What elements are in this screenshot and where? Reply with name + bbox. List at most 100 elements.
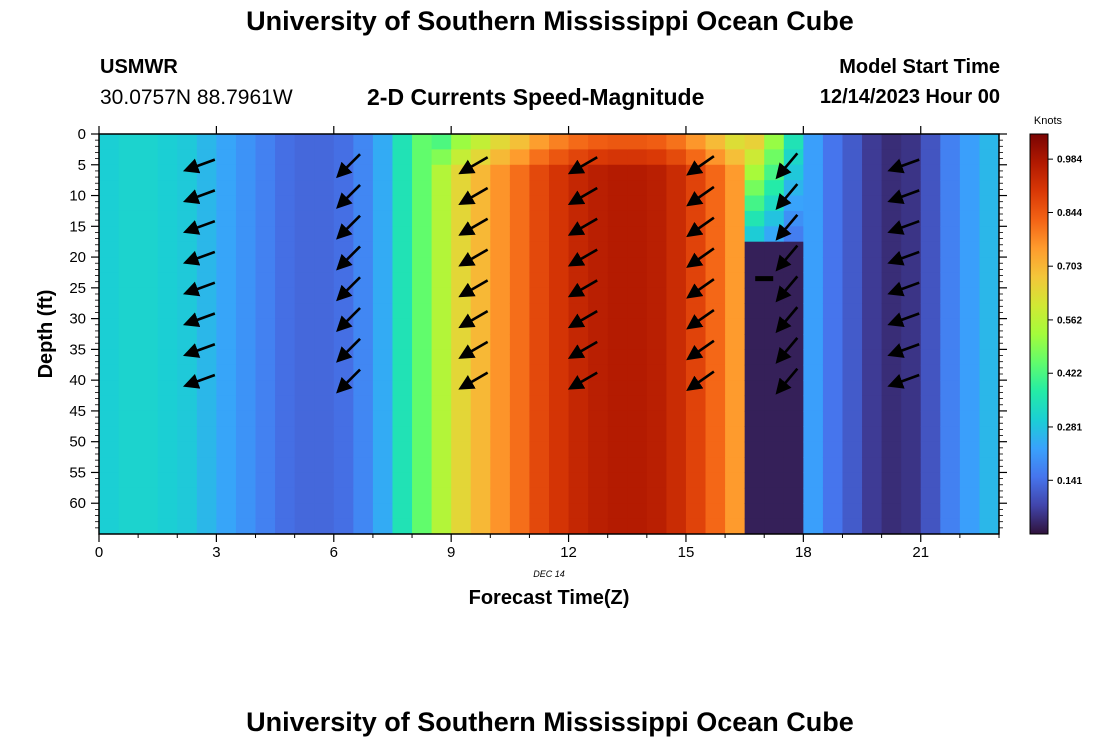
heatmap-cell — [216, 457, 237, 474]
heatmap-cell — [509, 241, 531, 258]
heatmap-cell — [216, 410, 237, 427]
current-arrow — [775, 306, 799, 334]
heatmap-cell — [235, 241, 257, 258]
heatmap-cell — [725, 287, 746, 304]
heatmap-cell — [255, 303, 276, 320]
heatmap-cell — [979, 426, 999, 443]
heatmap-cell — [549, 426, 570, 443]
heatmap-cell — [568, 441, 589, 458]
x-tick-label: 3 — [212, 544, 220, 561]
heatmap-cell — [705, 134, 726, 150]
heatmap-cell — [490, 195, 511, 212]
heatmap-cell — [509, 410, 531, 427]
heatmap-cell — [822, 241, 844, 258]
heatmap-cell — [627, 472, 648, 489]
heatmap-cell — [392, 241, 413, 258]
heatmap-cell — [901, 349, 922, 366]
heatmap-cell — [529, 287, 550, 304]
heatmap-cell — [314, 164, 335, 181]
heatmap-cell — [685, 518, 707, 534]
current-arrow — [887, 373, 920, 389]
heatmap-cell — [705, 195, 726, 212]
heatmap-cell — [822, 410, 844, 427]
heatmap-cell — [588, 226, 609, 243]
heatmap-cell — [862, 395, 883, 412]
heatmap-cell — [333, 395, 354, 412]
heatmap-cell — [431, 226, 452, 243]
heatmap-cell — [118, 226, 139, 243]
heatmap-cell — [177, 487, 198, 504]
heatmap-cell — [529, 257, 550, 274]
current-arrow — [182, 312, 216, 328]
heatmap-cell — [979, 210, 999, 227]
heatmap-cell — [646, 364, 667, 381]
heatmap-cell — [314, 364, 335, 381]
heatmap-cell — [372, 303, 394, 320]
heatmap-cell — [177, 503, 198, 520]
heatmap-cell — [470, 180, 491, 197]
heatmap-cell — [372, 210, 394, 227]
heatmap-cell — [940, 180, 961, 197]
heatmap-cell — [549, 134, 570, 150]
heatmap-cell — [412, 287, 433, 304]
heatmap-cell — [490, 487, 511, 504]
heatmap-cell — [333, 226, 354, 243]
heatmap-cell — [196, 410, 217, 427]
heatmap-cell — [412, 457, 433, 474]
heatmap-cell — [275, 303, 296, 320]
heatmap-cell — [275, 518, 296, 534]
heatmap-cell — [979, 518, 999, 534]
heatmap-cell — [822, 334, 844, 350]
y-tick-label: 20 — [69, 249, 86, 266]
heatmap-cell — [764, 457, 785, 474]
heatmap-cell — [490, 457, 511, 474]
heatmap-cell — [235, 349, 257, 366]
heatmap-cell — [588, 364, 609, 381]
heatmap-cell — [607, 303, 628, 320]
heatmap-cell — [333, 457, 354, 474]
heatmap-cell — [392, 472, 413, 489]
heatmap-cell — [412, 334, 433, 350]
heatmap-cell — [470, 457, 491, 474]
heatmap-cell — [99, 364, 120, 381]
current-vector-arrows — [182, 152, 920, 395]
heatmap-cell — [99, 380, 120, 397]
heatmap-cell — [940, 472, 961, 489]
heatmap-cell — [920, 287, 941, 304]
heatmap-cell — [275, 395, 296, 412]
heatmap-cell — [138, 287, 159, 304]
heatmap-cell — [705, 472, 726, 489]
heatmap-cell — [372, 195, 394, 212]
heatmap-cell — [588, 441, 609, 458]
heatmap-cell — [588, 210, 609, 227]
heatmap-cell — [764, 426, 785, 443]
heatmap-cell — [431, 210, 452, 227]
heatmap-cell — [372, 518, 394, 534]
heatmap-cell — [118, 410, 139, 427]
heatmap-cell — [705, 287, 726, 304]
heatmap-cell — [881, 518, 902, 534]
heatmap-cell — [431, 441, 452, 458]
heatmap-cell — [822, 426, 844, 443]
heatmap-cells — [99, 134, 999, 534]
heatmap-cell — [862, 318, 883, 335]
heatmap-cell — [646, 149, 667, 166]
heatmap-cell — [685, 395, 707, 412]
heatmap-cell — [725, 241, 746, 258]
heatmap-cell — [177, 241, 198, 258]
heatmap-cell — [177, 441, 198, 458]
heatmap-cell — [803, 472, 824, 489]
heatmap-cell — [607, 457, 628, 474]
heatmap-cell — [979, 410, 999, 427]
heatmap-cell — [431, 487, 452, 504]
axes: 0 3 6 9 12 15 18 21 0 5 10 15 20 25 30 35 40 45 50 55 60 — [69, 126, 1007, 561]
heatmap-cell — [392, 318, 413, 335]
heatmap-cell — [607, 349, 628, 366]
heatmap-cell — [862, 349, 883, 366]
heatmap-cell — [372, 364, 394, 381]
heatmap-cell — [451, 364, 472, 381]
heatmap-cell — [255, 364, 276, 381]
heatmap-cell — [549, 410, 570, 427]
heatmap-cell — [549, 334, 570, 350]
heatmap-cell — [314, 349, 335, 366]
